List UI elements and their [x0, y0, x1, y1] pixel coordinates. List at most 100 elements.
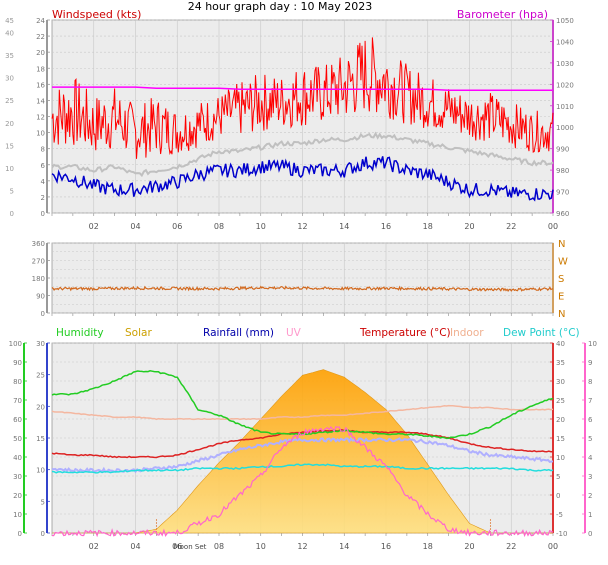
- x-tick-label: 22: [506, 542, 516, 551]
- x-tick-label: 08: [214, 222, 224, 231]
- uv-tick-label: 6: [588, 416, 593, 424]
- rainfall-tick-label: 20: [36, 403, 45, 411]
- x-tick-label: 16: [381, 222, 391, 231]
- barometer-axis-title: Barometer (hpa): [457, 8, 548, 21]
- temperature-tick-label: 25: [556, 397, 565, 405]
- x-tick-label: 10: [256, 222, 266, 231]
- baro-tick-label: 1050: [556, 17, 574, 25]
- baro-tick-label: 960: [556, 210, 569, 218]
- x-tick-label: 20: [464, 222, 474, 231]
- speed-series-line: [51, 156, 554, 202]
- uv-tick-label: 2: [588, 492, 592, 500]
- temperature-tick-label: 20: [556, 416, 565, 424]
- wind-kts-tick-label: 8: [41, 146, 45, 154]
- humidity-tick-label: 50: [13, 435, 22, 443]
- wind-kts-tick-label: 24: [36, 17, 45, 25]
- apparent-series-line: [51, 436, 554, 474]
- wind-alt-tick-label: 20: [5, 120, 14, 128]
- wind-kts-tick-label: 12: [36, 114, 45, 122]
- uv-tick-label: 10: [588, 340, 597, 348]
- direction-deg-tick-label: 90: [36, 293, 45, 301]
- uv-tick-label: 9: [588, 359, 592, 367]
- solar-series-area: [52, 369, 553, 534]
- wind-alt-tick-label: 40: [5, 30, 14, 38]
- wind-kts-tick-label: 0: [41, 210, 45, 218]
- legend-entry: Temperature (°C): [359, 327, 451, 339]
- wind-alt-tick-label: 35: [5, 52, 14, 60]
- humidity-tick-label: 30: [13, 473, 22, 481]
- x-tick-label: 14: [339, 542, 349, 551]
- wind-kts-tick-label: 20: [36, 49, 45, 57]
- direction-deg-tick-label: 270: [32, 258, 45, 266]
- compass-tick-label: S: [558, 274, 564, 285]
- x-tick-label: 06: [172, 542, 182, 551]
- x-tick-label: 12: [297, 222, 307, 231]
- rainfall-tick-label: 30: [36, 340, 45, 348]
- x-tick-label: 02: [89, 222, 99, 231]
- barometer-series-line: [52, 86, 553, 92]
- direction-deg-tick-label: 360: [32, 240, 45, 248]
- temperature-series-line: [51, 429, 554, 459]
- direction-series-line: [51, 285, 554, 292]
- x-tick-label: 16: [381, 542, 391, 551]
- humidity-tick-label: 10: [13, 511, 22, 519]
- x-tick-label: 18: [423, 222, 433, 231]
- moon-set-label: Moon Set: [174, 543, 207, 551]
- baro-tick-label: 1000: [556, 124, 574, 132]
- uv-tick-label: 0: [588, 530, 592, 538]
- wind-kts-tick-label: 10: [36, 130, 45, 138]
- humidity-tick-label: 60: [13, 416, 22, 424]
- baro-tick-label: 1010: [556, 103, 574, 111]
- baro-tick-label: 1020: [556, 81, 574, 89]
- humidity-tick-label: 0: [18, 530, 22, 538]
- compass-tick-label: E: [558, 292, 564, 303]
- wind-kts-tick-label: 18: [36, 65, 45, 73]
- x-tick-label: 10: [256, 542, 266, 551]
- compass-tick-label: N: [558, 309, 565, 320]
- wind-kts-tick-label: 6: [41, 162, 46, 170]
- humidity-tick-label: 90: [13, 359, 22, 367]
- x-tick-label: 08: [214, 542, 224, 551]
- temperature-tick-label: 15: [556, 435, 565, 443]
- wind-kts-tick-label: 14: [36, 97, 45, 105]
- legend-entry: UV: [286, 327, 302, 339]
- rainfall-tick-label: 25: [36, 372, 45, 380]
- humidity-tick-label: 100: [9, 340, 22, 348]
- legend-entry: Rainfall (mm): [203, 327, 274, 339]
- dewpoint-series-line: [51, 463, 554, 474]
- wind-alt-tick-label: 10: [5, 165, 14, 173]
- uv-tick-label: 3: [588, 473, 592, 481]
- baro-tick-label: 990: [556, 146, 569, 154]
- compass-tick-label: W: [558, 257, 568, 268]
- x-tick-label: 20: [464, 542, 474, 551]
- temperature-tick-label: 40: [556, 340, 565, 348]
- direction-deg-tick-label: 180: [32, 275, 45, 283]
- legend-entry: Dew Point (°C): [503, 327, 580, 339]
- wind-kts-tick-label: 16: [36, 81, 45, 89]
- legend-entry: Humidity: [56, 327, 104, 339]
- humidity-tick-label: 20: [13, 492, 22, 500]
- x-tick-label: 18: [423, 542, 433, 551]
- legend-entry: Indoor: [450, 327, 484, 339]
- x-tick-label: 00: [548, 542, 558, 551]
- graph-title: 24 hour graph day : 10 May 2023: [188, 0, 373, 13]
- humidity-series-line: [51, 370, 554, 440]
- baro-tick-label: 1030: [556, 60, 574, 68]
- rainfall-tick-label: 5: [41, 498, 45, 506]
- baro-tick-label: 970: [556, 189, 569, 197]
- wind-alt-tick-label: 0: [10, 210, 14, 218]
- temperature-tick-label: -5: [556, 511, 563, 519]
- x-tick-label: 00: [548, 222, 558, 231]
- compass-tick-label: N: [558, 239, 565, 250]
- temperature-tick-label: -10: [556, 530, 567, 538]
- temperature-tick-label: 35: [556, 359, 565, 367]
- x-tick-label: 04: [130, 222, 140, 231]
- humidity-tick-label: 80: [13, 378, 22, 386]
- x-tick-label: 02: [89, 542, 99, 551]
- humidity-tick-label: 70: [13, 397, 22, 405]
- uv-tick-label: 5: [588, 435, 592, 443]
- baro-tick-label: 980: [556, 167, 569, 175]
- wind-alt-tick-label: 15: [5, 142, 14, 150]
